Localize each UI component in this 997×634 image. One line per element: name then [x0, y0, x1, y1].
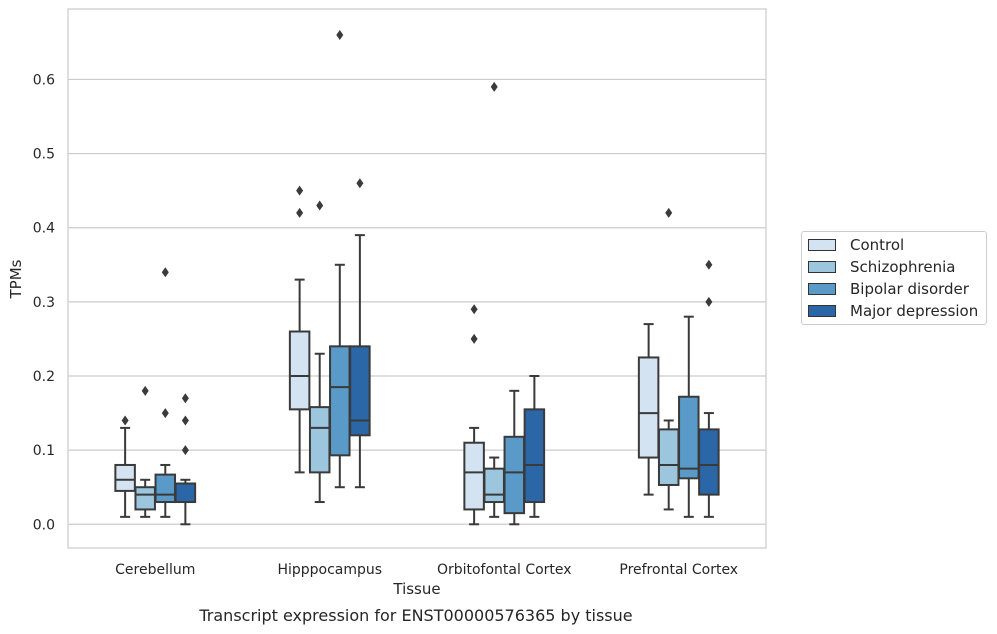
box-iqr [174, 482, 197, 504]
box-bipolar-disorder [154, 267, 177, 518]
figure-caption: Transcript expression for ENST0000057636… [199, 606, 633, 625]
outlier-point [705, 296, 713, 307]
box-iqr [678, 395, 700, 480]
box-iqr [308, 406, 331, 474]
y-tick-label: 0.6 [33, 72, 55, 88]
outlier-point [296, 207, 304, 218]
legend-item-control: Control [808, 235, 904, 255]
outlier-point [665, 207, 673, 218]
box-control [114, 415, 136, 518]
box-iqr [698, 428, 720, 496]
outlier-point [336, 29, 344, 40]
box-iqr [503, 435, 526, 515]
x-tick-label: Prefrontal Cortex [619, 562, 738, 578]
y-tick-label: 0.1 [33, 443, 55, 459]
legend-label: Major depression [850, 302, 979, 320]
y-tick-labels: 0.0 0.1 0.2 0.3 0.4 0.5 0.6 [33, 72, 55, 533]
box-bipolar-disorder [503, 389, 526, 526]
outlier-point [161, 267, 169, 278]
x-axis-label: Tissue [392, 580, 440, 598]
legend-item-schizophrenia: Schizophrenia [808, 257, 955, 277]
outlier-point [470, 304, 478, 315]
outlier-point [181, 415, 189, 426]
box-iqr [637, 356, 660, 459]
box-bipolar-disorder [329, 29, 351, 489]
x-tick-label: Hipppocampus [277, 562, 382, 578]
x-tick-label: Cerebellum [115, 562, 195, 578]
outlier-point [490, 81, 498, 92]
legend-swatch-bipolar-disorder [808, 283, 836, 295]
legend-swatch-control [808, 239, 836, 251]
box-groups [114, 29, 720, 526]
legend-label: Schizophrenia [850, 258, 956, 276]
legend-swatch-schizophrenia [808, 261, 836, 273]
y-tick-label: 0.2 [33, 369, 55, 385]
legend-item-bipolar-disorder: Bipolar disorder [808, 279, 969, 299]
box-iqr [288, 330, 311, 411]
outlier-point [121, 415, 129, 426]
outlier-point [181, 445, 189, 456]
box-control [637, 323, 660, 496]
plot-frame [67, 8, 767, 549]
outlier-point [296, 185, 304, 196]
legend-item-major-depression: Major depression [808, 301, 978, 321]
box-major-depression [698, 259, 720, 518]
box-control [463, 304, 485, 526]
y-axis-label: TPMs [7, 259, 25, 299]
box-major-depression [523, 374, 546, 518]
outlier-point [470, 333, 478, 344]
box-schizophrenia [483, 81, 505, 518]
legend-label: Bipolar disorder [850, 280, 969, 298]
box-control [288, 185, 311, 474]
y-tick-label: 0.3 [33, 295, 55, 311]
box-major-depression [174, 393, 197, 526]
box-schizophrenia [134, 385, 156, 518]
outlier-point [161, 408, 169, 419]
y-tick-label: 0.0 [33, 517, 55, 533]
box-major-depression [349, 178, 371, 489]
box-schizophrenia [657, 207, 680, 511]
outlier-point [141, 385, 149, 396]
legend-label: Control [850, 236, 905, 254]
box-bipolar-disorder [678, 315, 700, 518]
box-iqr [134, 486, 156, 511]
legend-swatch-major-depression [808, 305, 836, 317]
box-iqr [657, 428, 680, 486]
legend: Control Schizophrenia Bipolar disorder M… [801, 231, 987, 325]
box-iqr [523, 408, 546, 504]
y-tick-label: 0.4 [33, 221, 55, 237]
outlier-point [181, 393, 189, 404]
x-tick-labels: Cerebellum Hipppocampus Orbitofontal Corte… [115, 562, 738, 578]
box-schizophrenia [308, 200, 331, 504]
outlier-point [705, 259, 713, 270]
box-iqr [114, 463, 136, 492]
y-tick-label: 0.5 [33, 147, 55, 163]
x-tick-label: Orbitofontal Cortex [437, 562, 572, 578]
box-iqr [329, 345, 351, 457]
box-iqr [349, 345, 371, 437]
box-iqr [463, 441, 485, 511]
box-iqr [483, 467, 505, 504]
outlier-point [356, 178, 364, 189]
outlier-point [316, 200, 324, 211]
box-iqr [154, 473, 177, 504]
